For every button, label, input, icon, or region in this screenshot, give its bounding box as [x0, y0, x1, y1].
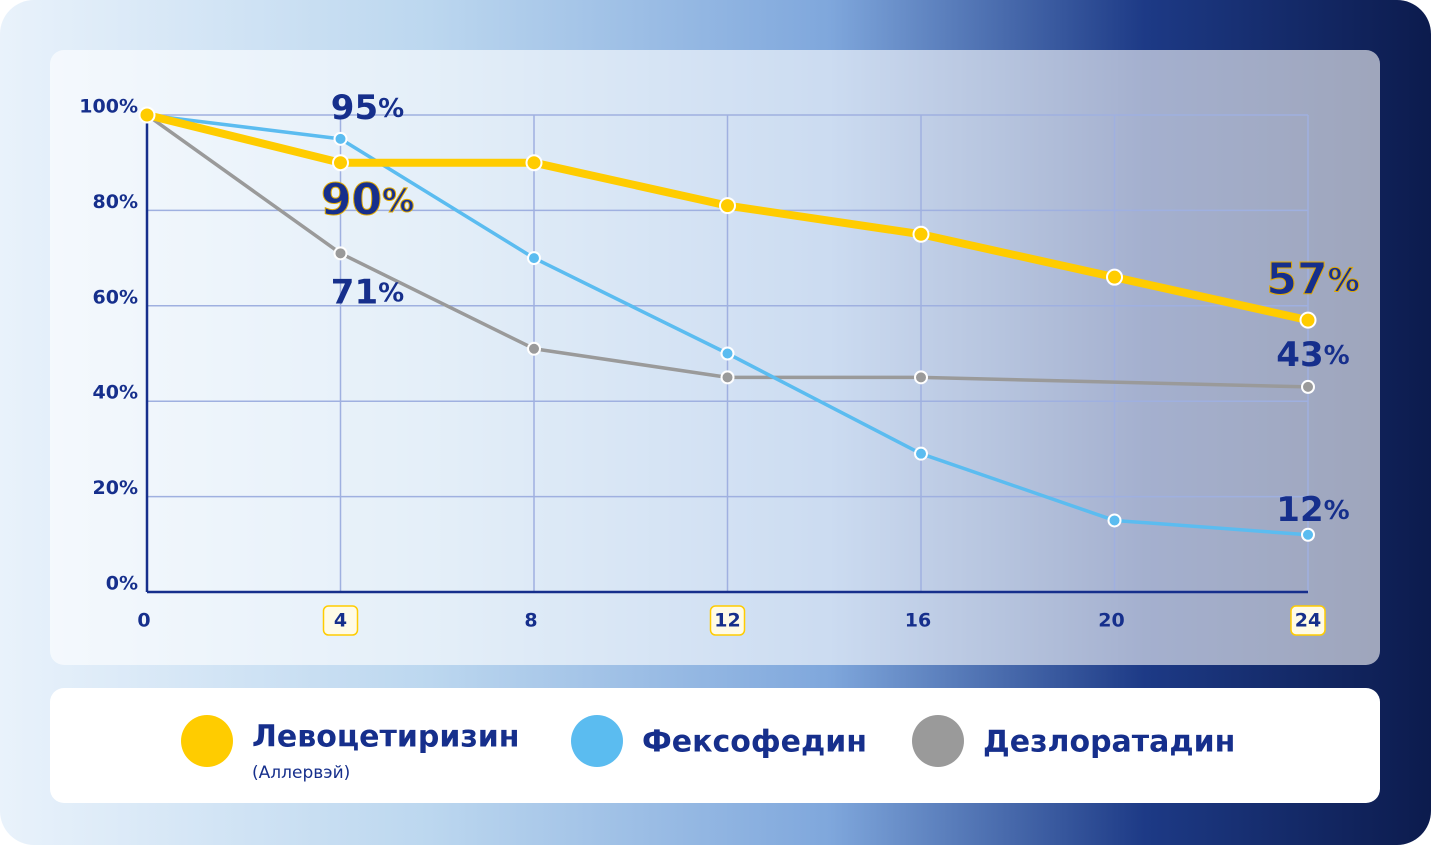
- value-unit: %: [378, 93, 404, 123]
- value-unit: %: [378, 278, 404, 308]
- data-point: [1107, 513, 1122, 528]
- x-tick-label: 8: [524, 610, 537, 632]
- data-point: [525, 154, 543, 172]
- legend-swatch: [912, 715, 964, 767]
- value-digits: 12: [1276, 489, 1323, 529]
- y-tick-label: 60%: [93, 286, 138, 308]
- x-tick-label: 16: [905, 610, 931, 632]
- legend-panel: [50, 688, 1380, 803]
- tick-highlight: [322, 605, 359, 636]
- x-tick-label: 20: [1098, 610, 1124, 632]
- value-unit: %: [1328, 261, 1360, 299]
- legend-subtitle: (Аллервэй): [252, 763, 350, 783]
- legend-swatch: [181, 715, 233, 767]
- tick-highlight: [709, 605, 746, 636]
- data-point: [138, 106, 156, 124]
- value-label: 95%: [331, 87, 404, 127]
- series-line: [145, 113, 1309, 389]
- data-point: [1106, 268, 1123, 286]
- y-tick-label: 20%: [93, 477, 138, 499]
- tick-highlight: [1290, 605, 1326, 636]
- chart-panel: [50, 50, 1380, 665]
- data-point: [914, 370, 928, 385]
- data-point: [332, 154, 349, 172]
- value-digits: 95: [331, 87, 378, 127]
- data-point: [333, 131, 348, 146]
- value-label: 12%: [1276, 489, 1349, 529]
- value-digits: 43: [1276, 334, 1323, 374]
- data-point: [719, 197, 736, 215]
- value-label: 57%: [1266, 254, 1359, 305]
- value-unit: %: [1324, 495, 1350, 525]
- data-point: [1301, 379, 1315, 394]
- value-digits: 57: [1266, 254, 1327, 305]
- data-point: [1301, 527, 1315, 542]
- y-tick-label: 100%: [79, 96, 138, 118]
- data-point: [720, 346, 735, 361]
- data-point: [333, 246, 348, 261]
- y-tick-label: 80%: [93, 191, 138, 213]
- value-label: 71%: [331, 272, 404, 312]
- data-point: [720, 370, 735, 385]
- legend-label: Фексофедин: [642, 725, 867, 760]
- value-unit: %: [382, 182, 414, 220]
- legend-swatch: [571, 715, 623, 767]
- value-label: 43%: [1276, 334, 1349, 374]
- value-digits: 71: [331, 272, 378, 312]
- value-digits: 90: [321, 175, 382, 226]
- data-point: [912, 225, 930, 243]
- x-tick-label: 0: [137, 610, 150, 632]
- x-tick-label: 24: [1295, 610, 1321, 632]
- data-point: [527, 341, 541, 356]
- y-tick-label: 0%: [106, 573, 138, 595]
- x-tick-label: 4: [334, 610, 347, 632]
- data-point: [527, 251, 541, 266]
- data-point: [914, 446, 928, 461]
- y-tick-label: 40%: [93, 382, 138, 404]
- x-tick-label: 12: [714, 610, 740, 632]
- legend-label: Левоцетиризин: [252, 720, 520, 755]
- value-unit: %: [1324, 340, 1350, 370]
- value-label: 90%: [321, 175, 414, 226]
- data-point: [1299, 311, 1317, 329]
- legend-label: Дезлоратадин: [983, 725, 1235, 760]
